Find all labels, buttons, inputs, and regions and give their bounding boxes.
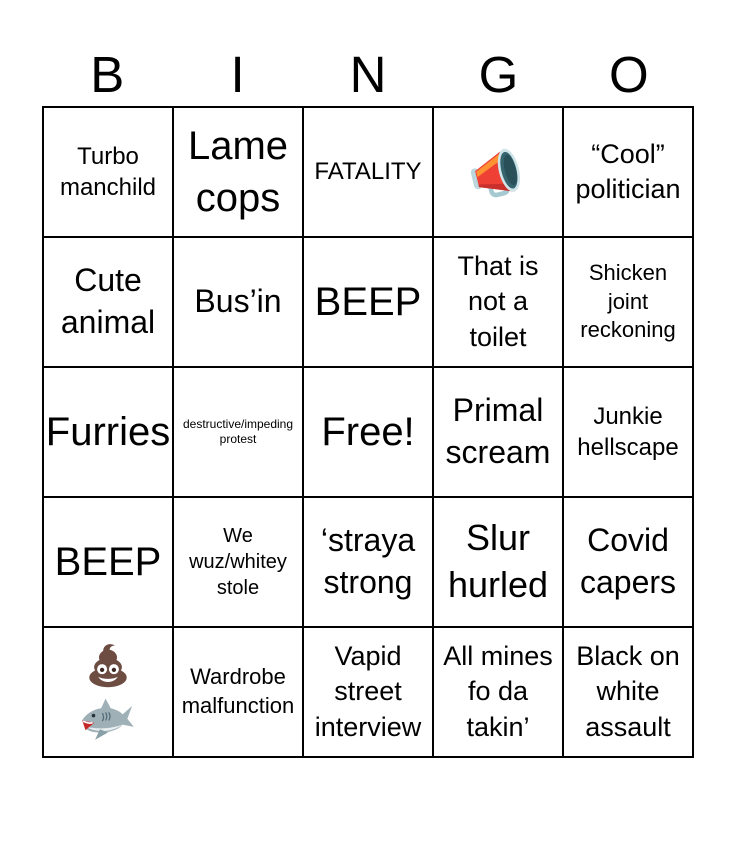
cell-text-line: All mines <box>443 641 553 672</box>
bingo-cell-r2-c2[interactable]: Bus’in <box>173 237 303 367</box>
cell-text-line: ‘straya <box>320 522 416 559</box>
cell-text-line: hellscape <box>577 434 679 461</box>
cell-text-line: Slur <box>465 517 531 559</box>
bingo-cell-r4-c2[interactable]: We wuz/whitey stole <box>173 497 303 627</box>
cell-text-line: street <box>334 676 402 707</box>
title-letter-b: B <box>90 45 125 103</box>
bingo-cell-r3-c4[interactable]: Primal scream <box>433 367 563 497</box>
bingo-cell-r3-c2[interactable]: destructive/impeding protest <box>173 367 303 497</box>
cell-text-line: Primal <box>452 392 544 429</box>
bingo-cell-r2-c5[interactable]: Shicken joint reckoning <box>563 237 693 367</box>
bingo-cell-r4-c5[interactable]: Covid capers <box>563 497 693 627</box>
title-letter-g: G <box>478 45 519 103</box>
cell-text-line: toilet <box>469 321 527 352</box>
cell-text-line: scream <box>445 434 551 470</box>
bingo-cell-r4-c1[interactable]: BEEP <box>43 497 173 627</box>
title-letter-i: I <box>230 45 245 103</box>
cell-text-line: not a <box>467 286 529 317</box>
cell-text-line: joint <box>607 288 649 314</box>
cell-text-line: politician <box>575 174 681 204</box>
cell-text-line: BEEP <box>54 540 162 584</box>
cell-text-line: strong <box>323 564 413 600</box>
megaphone-icon <box>470 148 521 198</box>
cell-text-line: takin’ <box>466 711 530 742</box>
cell-text-line: FATALITY <box>314 158 422 186</box>
cell-text-line: malfunction <box>181 693 295 718</box>
cell-text-line: cops <box>195 176 281 220</box>
cell-text-line: white <box>596 676 660 707</box>
bingo-title: B I N G O <box>42 42 694 106</box>
cell-text-line: We <box>223 525 253 547</box>
cell-text-line: Black on <box>576 641 680 672</box>
bingo-cell-r2-c1[interactable]: Cute animal <box>43 237 173 367</box>
title-letter-o: O <box>608 45 649 103</box>
cell-text-line: “Cool” <box>591 138 665 169</box>
cell-text-line: Bus’in <box>194 283 282 320</box>
title-letter-n: N <box>349 45 387 103</box>
cell-text-line: hurled <box>447 564 549 605</box>
bingo-cell-r4-c3[interactable]: ‘straya strong <box>303 497 433 627</box>
cell-text-line: Vapid <box>334 641 402 672</box>
poop-icon <box>89 643 127 687</box>
cell-icon-stack <box>465 139 531 205</box>
cell-text-line: capers <box>579 564 677 600</box>
bingo-cell-r5-c2[interactable]: Wardrobe malfunction <box>173 627 303 757</box>
cell-text-line: wuz/whitey <box>189 551 287 573</box>
cell-text-line: manchild <box>59 174 157 201</box>
bingo-cell-r2-c3[interactable]: BEEP <box>303 237 433 367</box>
bingo-cell-r5-c5[interactable]: Black on white assault <box>563 627 693 757</box>
cell-text-line: protest <box>219 432 257 446</box>
bingo-card: B I N G O Turbo manchild Lame cops FATALITY … <box>42 42 694 758</box>
bingo-cell-r1-c3[interactable]: FATALITY <box>303 107 433 237</box>
bingo-grid: Turbo manchild Lame cops FATALITY “Cool” poli… <box>42 106 694 758</box>
bingo-cell-r1-c2[interactable]: Lame cops <box>173 107 303 237</box>
bingo-cell-r3-c1[interactable]: Furries <box>43 367 173 497</box>
cell-text-line: Junkie <box>593 402 663 430</box>
cell-text-line: Lame <box>187 124 289 168</box>
cell-icon-stack <box>79 642 137 743</box>
bingo-cell-r3-c3[interactable]: Free! <box>303 367 433 497</box>
cell-text-line: animal <box>60 304 156 340</box>
cell-text-line: Turbo <box>77 142 139 170</box>
bingo-cell-r1-c4[interactable] <box>433 107 563 237</box>
cell-text-line: Furries <box>45 410 171 454</box>
bingo-cell-r3-c5[interactable]: Junkie hellscape <box>563 367 693 497</box>
bingo-cell-r5-c3[interactable]: Vapid street interview <box>303 627 433 757</box>
bingo-cell-r5-c4[interactable]: All mines fo da takin’ <box>433 627 563 757</box>
bingo-cell-r4-c4[interactable]: Slur hurled <box>433 497 563 627</box>
cell-text-line: fo da <box>467 676 529 707</box>
cell-text-line: Cute <box>74 262 142 299</box>
cell-text-line: That is <box>457 251 539 282</box>
cell-text-line: Wardrobe <box>190 664 286 690</box>
shark-icon <box>82 698 134 740</box>
bingo-cell-r5-c1[interactable] <box>43 627 173 757</box>
cell-text-line: reckoning <box>580 317 676 343</box>
bingo-cell-r1-c1[interactable]: Turbo manchild <box>43 107 173 237</box>
cell-text-line: Shicken <box>588 260 668 286</box>
cell-text-line: Covid <box>587 522 669 559</box>
cell-text-line: stole <box>216 577 260 599</box>
cell-text-line: interview <box>314 711 422 742</box>
cell-text-line: destructive/impeding <box>182 417 294 431</box>
bingo-cell-r1-c5[interactable]: “Cool” politician <box>563 107 693 237</box>
bingo-cell-r2-c4[interactable]: That is not a toilet <box>433 237 563 367</box>
cell-text-line: assault <box>585 711 671 742</box>
cell-text-line: Free! <box>321 410 415 454</box>
cell-text-line: BEEP <box>314 280 422 324</box>
